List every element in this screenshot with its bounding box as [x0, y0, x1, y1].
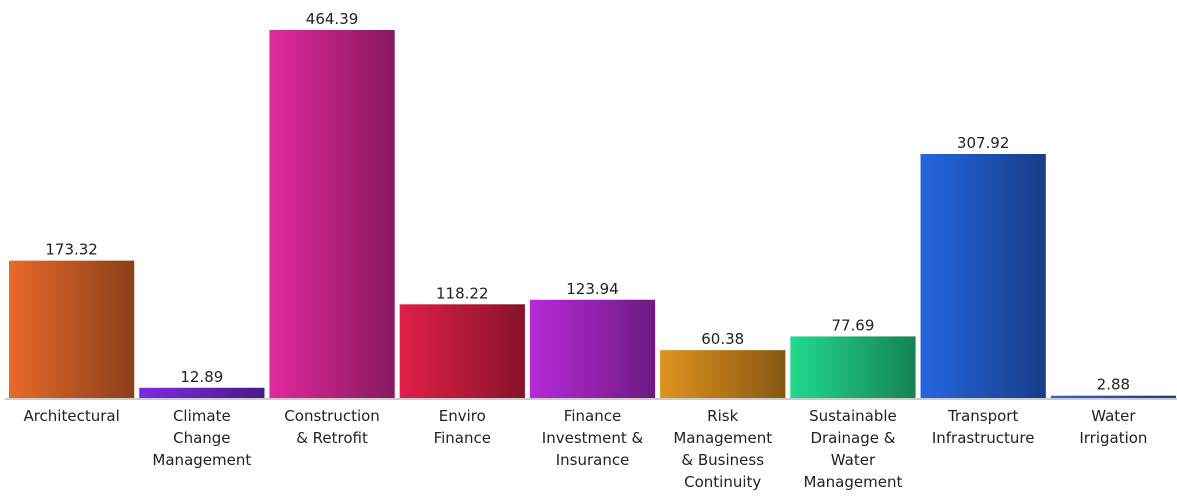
x-tick-label: Sustainable Drainage & Water Management — [804, 407, 903, 491]
bar-shade — [790, 336, 916, 398]
value-label: 123.94 — [566, 280, 619, 298]
x-tick-label: Enviro Finance — [434, 407, 491, 447]
bar-shade — [1050, 395, 1176, 398]
bar-shade — [920, 153, 1046, 398]
bar-shade — [660, 350, 786, 398]
x-tick-label: Transport Infrastructure — [932, 407, 1035, 447]
value-label: 307.92 — [957, 134, 1010, 152]
value-label: 77.69 — [831, 316, 874, 334]
x-tick-label: Architectural — [23, 407, 119, 425]
value-label: 60.38 — [701, 330, 744, 348]
value-label: 118.22 — [436, 284, 489, 302]
value-label: 464.39 — [306, 10, 359, 28]
x-tick-label: Climate Change Management — [152, 407, 251, 469]
x-tick-label: Construction & Retrofit — [284, 407, 380, 447]
bar-shade — [399, 304, 525, 398]
bar-shade — [269, 30, 395, 398]
value-label: 12.89 — [180, 368, 223, 386]
x-tick-label: Water Irrigation — [1079, 407, 1147, 447]
x-tick-label: Finance Investment & Insurance — [542, 407, 644, 469]
bar-shade — [529, 299, 656, 398]
bar-shade — [139, 387, 265, 398]
value-label: 173.32 — [45, 241, 98, 259]
bar-shade — [9, 260, 135, 398]
value-label: 2.88 — [1097, 376, 1130, 394]
x-tick-label: Risk Management & Business Continuity — [673, 407, 772, 491]
